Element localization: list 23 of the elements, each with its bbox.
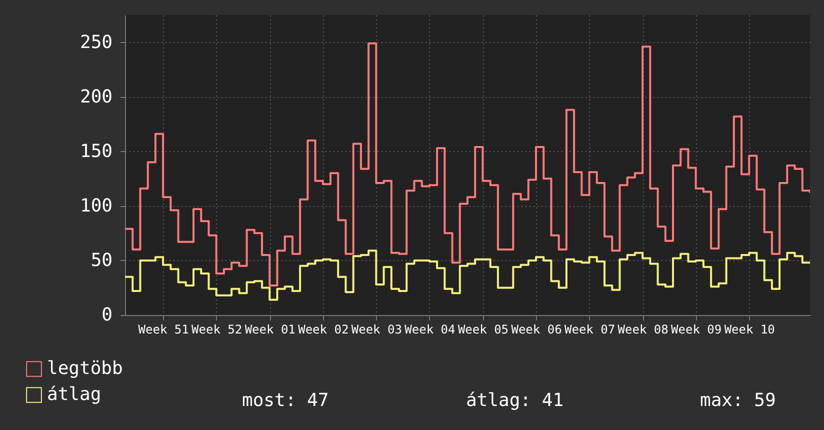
text: most: 47 [242, 390, 329, 411]
y-tick-label: 250 [80, 32, 112, 53]
x-tick-label: Week 01 [244, 322, 296, 336]
legend-label: átlag [47, 384, 102, 405]
y-tick-label: 0 [102, 304, 112, 326]
x-tick-label: Week 03 [351, 322, 402, 336]
x-tick-label: Week 04 [404, 322, 456, 336]
x-tick-label: Week 52 [192, 322, 242, 336]
y-tick-label: 50 [90, 250, 112, 271]
x-tick-label: Week 07 [564, 322, 616, 336]
x-tick-label: Week 08 [618, 322, 668, 336]
x-tick-label: Week 06 [511, 322, 562, 336]
x-tick-label: Week 02 [298, 322, 349, 336]
text: átlag: 41 [466, 390, 564, 411]
y-tick-label: 150 [80, 140, 112, 162]
x-tick-label: Week 05 [458, 322, 509, 336]
x-tick-label: Week 10 [724, 322, 775, 336]
x-tick-label: Week 51 [138, 322, 189, 336]
x-tick-label: Week 09 [671, 322, 722, 336]
y-tick-label: 200 [80, 86, 112, 108]
text: max: 59 [700, 390, 776, 411]
legend-label: legtöbb [47, 358, 123, 379]
y-tick-label: 100 [80, 195, 112, 216]
